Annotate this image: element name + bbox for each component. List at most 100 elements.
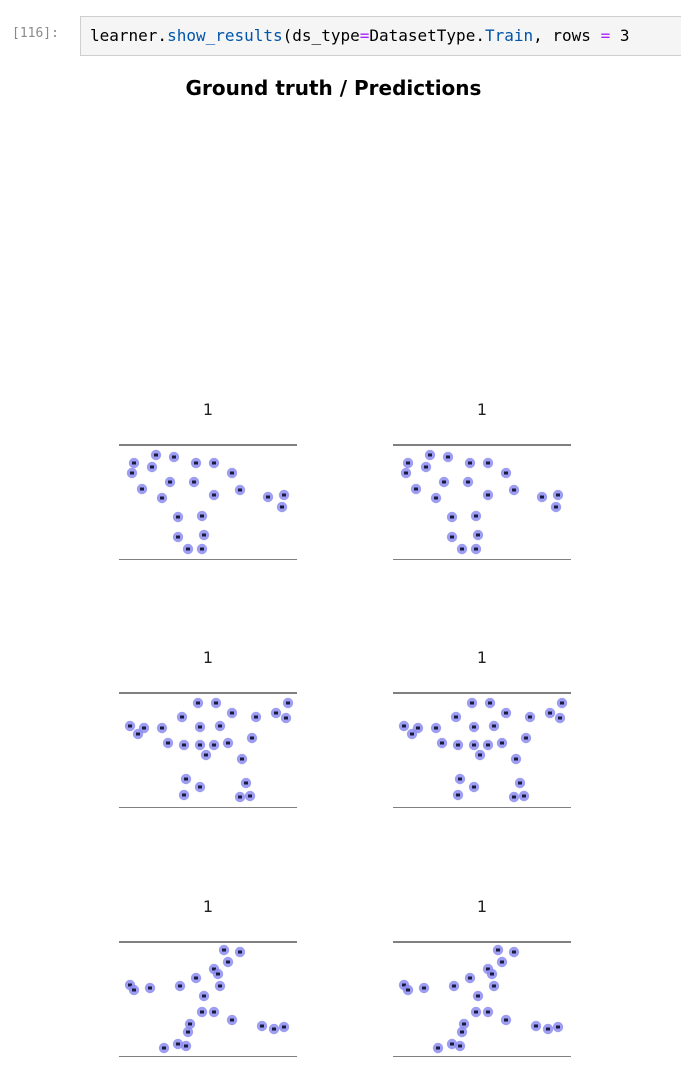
- detection-marker: [245, 791, 255, 801]
- detection-marker: [447, 512, 457, 522]
- detection-marker: [463, 477, 473, 487]
- detection-marker: [411, 484, 421, 494]
- detection-marker: [223, 738, 233, 748]
- detection-marker: [437, 738, 447, 748]
- detection-marker: [537, 492, 547, 502]
- detection-marker: [181, 774, 191, 784]
- detection-marker: [227, 468, 237, 478]
- detection-marker: [235, 947, 245, 957]
- detection-marker: [555, 713, 565, 723]
- detection-marker: [227, 708, 237, 718]
- detection-marker: [413, 723, 423, 733]
- detection-marker: [199, 530, 209, 540]
- code-cell-input[interactable]: learner.show_results(ds_type=DatasetType…: [80, 16, 681, 56]
- detection-marker: [553, 490, 563, 500]
- panel-image: [392, 688, 572, 808]
- code-token: (ds_type: [283, 26, 360, 45]
- detection-marker: [421, 462, 431, 472]
- detection-marker: [439, 477, 449, 487]
- detection-marker: [551, 502, 561, 512]
- detection-marker: [519, 791, 529, 801]
- cell-prompt: [116]:: [12, 26, 59, 41]
- detection-marker: [455, 774, 465, 784]
- detection-marker: [271, 708, 281, 718]
- detection-marker: [483, 740, 493, 750]
- result-panel: 1: [118, 400, 298, 560]
- detection-marker: [227, 1015, 237, 1025]
- detection-marker: [157, 723, 167, 733]
- detection-marker: [493, 945, 503, 955]
- detection-marker: [483, 490, 493, 500]
- detection-marker: [209, 458, 219, 468]
- detection-marker: [497, 738, 507, 748]
- detection-marker: [469, 782, 479, 792]
- detection-marker: [213, 969, 223, 979]
- panel-image: [118, 688, 298, 808]
- detection-marker: [139, 723, 149, 733]
- detection-marker: [191, 973, 201, 983]
- detection-marker: [431, 493, 441, 503]
- detection-marker: [189, 477, 199, 487]
- code-token: Train: [485, 26, 533, 45]
- result-panel: 1: [118, 648, 298, 808]
- detection-marker: [399, 721, 409, 731]
- code-token: =: [360, 26, 370, 45]
- panel-image: [118, 937, 298, 1057]
- code-token: show_results: [167, 26, 283, 45]
- detection-marker: [215, 981, 225, 991]
- panel-title: 1: [118, 400, 298, 419]
- detection-marker: [219, 945, 229, 955]
- detection-marker: [471, 544, 481, 554]
- detection-marker: [183, 1027, 193, 1037]
- detection-marker: [403, 458, 413, 468]
- detection-marker: [169, 452, 179, 462]
- detection-marker: [447, 532, 457, 542]
- detection-marker: [443, 452, 453, 462]
- detection-marker: [469, 722, 479, 732]
- detection-marker: [199, 991, 209, 1001]
- panel-title: 1: [392, 400, 572, 419]
- detection-marker: [511, 754, 521, 764]
- detection-marker: [483, 1007, 493, 1017]
- detection-marker: [401, 468, 411, 478]
- detection-marker: [469, 740, 479, 750]
- detection-marker: [453, 740, 463, 750]
- result-panel: 1: [392, 648, 572, 808]
- detection-marker: [473, 530, 483, 540]
- detection-marker: [509, 947, 519, 957]
- detection-marker: [179, 740, 189, 750]
- detection-marker: [279, 1022, 289, 1032]
- detection-marker: [475, 750, 485, 760]
- detection-marker: [197, 544, 207, 554]
- panel-image: [392, 440, 572, 560]
- detection-marker: [455, 1041, 465, 1051]
- detection-marker: [209, 1007, 219, 1017]
- detection-marker: [175, 981, 185, 991]
- detection-marker: [211, 698, 221, 708]
- detection-marker: [457, 544, 467, 554]
- detection-marker: [525, 712, 535, 722]
- detection-marker: [277, 502, 287, 512]
- detection-marker: [209, 740, 219, 750]
- detection-marker: [177, 712, 187, 722]
- result-panel: 1: [392, 400, 572, 560]
- detection-marker: [457, 1027, 467, 1037]
- detection-marker: [473, 991, 483, 1001]
- detection-marker: [191, 458, 201, 468]
- detection-marker: [483, 458, 493, 468]
- detection-marker: [403, 985, 413, 995]
- detection-marker: [485, 698, 495, 708]
- detection-marker: [489, 981, 499, 991]
- detection-marker: [251, 712, 261, 722]
- detection-marker: [241, 778, 251, 788]
- code-token: DatasetType.: [369, 26, 485, 45]
- detection-marker: [237, 754, 247, 764]
- detection-marker: [163, 738, 173, 748]
- detection-marker: [467, 698, 477, 708]
- panel-image: [118, 440, 298, 560]
- detection-marker: [501, 1015, 511, 1025]
- detection-marker: [195, 782, 205, 792]
- detection-marker: [201, 750, 211, 760]
- detection-marker: [223, 957, 233, 967]
- detection-marker: [281, 713, 291, 723]
